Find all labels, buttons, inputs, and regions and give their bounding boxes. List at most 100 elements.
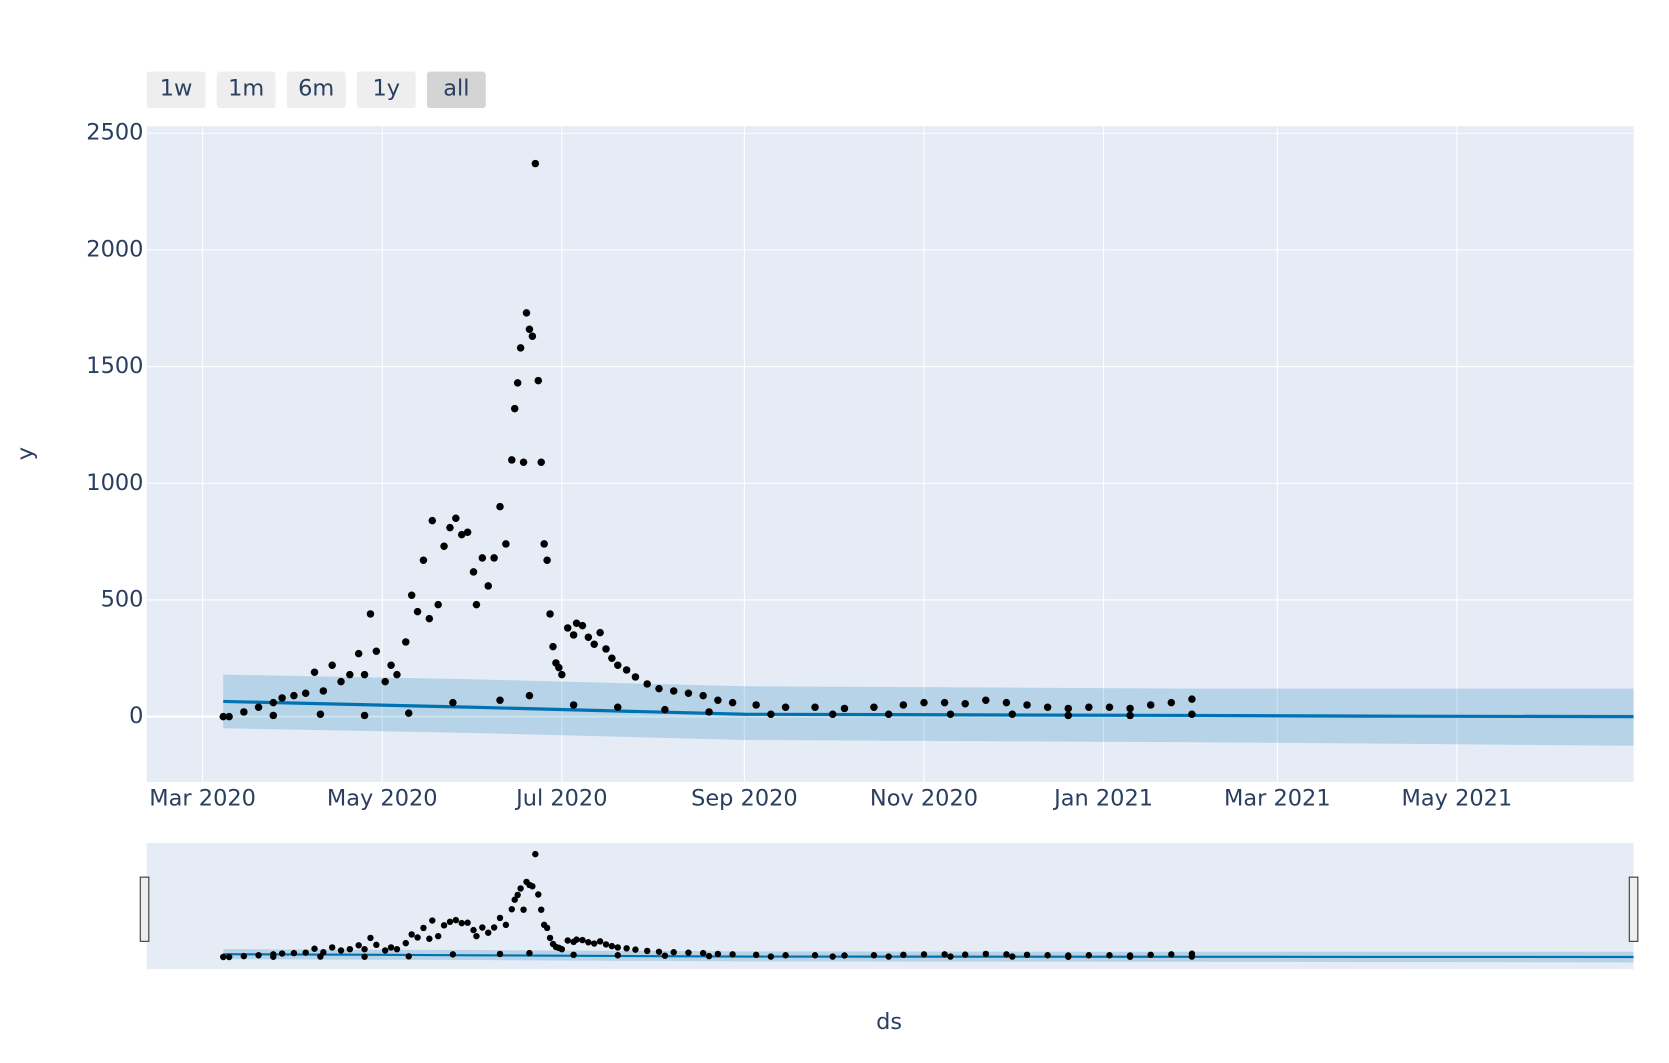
data-point xyxy=(669,687,678,695)
y-tick-label: 2500 xyxy=(86,120,143,146)
data-point xyxy=(564,937,571,944)
data-point xyxy=(899,701,908,709)
x-tick-label: Jul 2020 xyxy=(514,786,607,812)
data-point xyxy=(670,949,677,956)
data-point xyxy=(961,951,969,958)
data-point xyxy=(614,661,622,670)
data-point xyxy=(579,936,586,944)
data-point xyxy=(302,949,309,956)
data-point xyxy=(532,850,539,858)
data-point xyxy=(355,942,362,949)
data-point xyxy=(220,953,227,961)
data-point xyxy=(546,610,554,618)
data-point xyxy=(655,684,663,693)
data-point xyxy=(381,947,389,954)
range-button[interactable] xyxy=(426,71,486,109)
data-point xyxy=(1023,701,1031,709)
data-point xyxy=(328,661,336,670)
slider-handle[interactable] xyxy=(1628,876,1639,942)
range-button-label[interactable]: 6m xyxy=(298,75,334,101)
range-button-label[interactable]: 1y xyxy=(373,75,401,101)
data-point xyxy=(472,600,481,609)
data-point xyxy=(608,654,616,663)
data-point xyxy=(225,712,233,721)
range-button[interactable] xyxy=(356,71,416,109)
data-point xyxy=(900,951,907,959)
range-button-label[interactable]: 1w xyxy=(160,75,193,101)
slider-handle[interactable] xyxy=(139,876,150,942)
data-point xyxy=(1106,952,1113,959)
data-point xyxy=(478,554,487,562)
data-point xyxy=(614,952,621,959)
data-point xyxy=(982,696,990,705)
data-point xyxy=(535,891,542,898)
data-point xyxy=(705,952,713,960)
data-point xyxy=(490,924,498,931)
y-tick-label: 1000 xyxy=(86,470,143,496)
data-point xyxy=(570,951,577,959)
forecast-line xyxy=(223,699,1634,719)
data-point xyxy=(705,708,713,716)
data-point xyxy=(310,668,319,677)
data-point xyxy=(729,951,736,958)
data-point xyxy=(543,556,551,565)
data-point xyxy=(529,883,536,890)
data-point xyxy=(372,647,381,656)
data-point xyxy=(514,891,521,899)
data-point xyxy=(623,945,630,952)
data-point xyxy=(699,691,707,700)
data-point xyxy=(434,932,442,940)
data-point xyxy=(452,916,460,924)
data-point xyxy=(781,703,790,712)
range-button[interactable] xyxy=(216,71,276,109)
data-point xyxy=(558,670,566,679)
data-point xyxy=(540,540,548,548)
data-point xyxy=(1003,951,1010,958)
y-axis-title: y xyxy=(12,447,38,460)
data-point xyxy=(841,952,848,959)
data-point xyxy=(555,663,563,672)
range-button-label[interactable]: all xyxy=(443,75,469,101)
data-point xyxy=(479,924,486,931)
data-point xyxy=(428,516,437,525)
data-point xyxy=(419,556,428,565)
data-point xyxy=(446,918,454,926)
data-point xyxy=(1126,953,1134,960)
data-point xyxy=(270,953,277,960)
data-point xyxy=(426,935,433,942)
data-point xyxy=(840,704,849,713)
data-point xyxy=(449,698,457,707)
range-button-label[interactable]: 1m xyxy=(228,75,264,101)
data-point xyxy=(526,949,533,957)
x-tick-label: Jan 2021 xyxy=(1052,786,1153,812)
data-point xyxy=(728,698,737,707)
data-point xyxy=(510,404,519,413)
range-button[interactable] xyxy=(146,71,206,109)
data-point xyxy=(425,614,434,623)
data-point xyxy=(496,696,504,705)
data-point xyxy=(225,953,233,961)
data-point xyxy=(405,953,412,960)
data-point xyxy=(644,947,651,955)
data-point xyxy=(534,376,543,385)
data-point xyxy=(528,332,537,340)
data-point xyxy=(1105,703,1114,712)
data-point xyxy=(1002,698,1011,707)
data-point xyxy=(614,703,622,712)
data-point xyxy=(496,502,504,511)
data-point xyxy=(946,710,955,719)
data-point xyxy=(278,694,286,702)
data-point xyxy=(278,950,286,957)
data-point xyxy=(1043,703,1052,712)
data-point xyxy=(1009,953,1016,960)
range-button[interactable] xyxy=(286,71,346,109)
data-point xyxy=(446,523,454,532)
data-point xyxy=(767,953,775,960)
data-point xyxy=(393,670,401,679)
data-point xyxy=(290,949,298,957)
data-point xyxy=(367,934,374,942)
data-point xyxy=(269,711,278,720)
data-point xyxy=(767,710,775,719)
data-point xyxy=(622,666,631,674)
